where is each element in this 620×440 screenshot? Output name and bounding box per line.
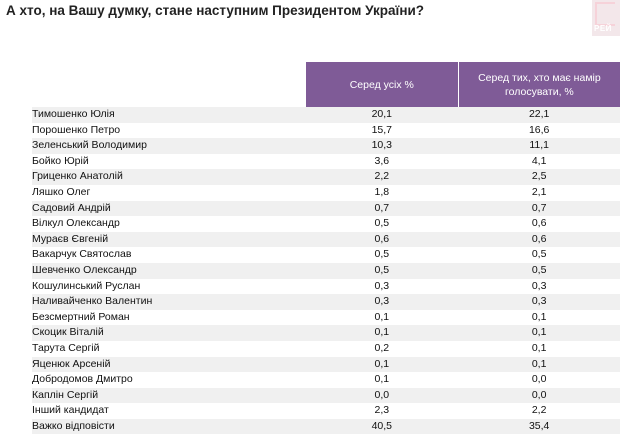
value-all-respondents: 0,5	[305, 247, 459, 263]
table-row: Ляшко Олег 1,8 2,1	[32, 184, 620, 201]
value-all-respondents: 20,1	[305, 107, 459, 123]
value-all-respondents: 0,7	[305, 200, 459, 217]
value-intending-voters: 0,3	[458, 278, 620, 295]
candidate-name: Добродомов Дмитро	[32, 372, 306, 388]
page-title: А хто, на Вашу думку, стане наступним Пр…	[6, 3, 425, 18]
value-intending-voters: 0,1	[458, 309, 620, 326]
value-intending-voters: 0,0	[458, 372, 620, 388]
table-row: Безсмертний Роман 0,1 0,1	[32, 309, 620, 326]
logo-mark-icon	[595, 2, 615, 26]
candidate-name: Наливайченко Валентин	[32, 294, 306, 310]
table-row: Яценюк Арсеній 0,1 0,1	[32, 356, 620, 373]
header-all-respondents: Серед усіх %	[304, 62, 459, 107]
candidate-name: Каплін Сергій	[32, 387, 306, 404]
value-all-respondents: 0,0	[305, 387, 459, 404]
value-all-respondents: 0,3	[305, 294, 459, 310]
brand-logo: РЕЙ	[592, 0, 620, 36]
table-row: Зеленський Володимир 10,3 11,1	[32, 138, 620, 154]
value-intending-voters: 0,5	[458, 262, 620, 279]
table-row: Тарута Сергій 0,2 0,1	[32, 340, 620, 357]
value-all-respondents: 0,2	[305, 340, 459, 357]
candidate-name: Скоцик Віталій	[32, 325, 306, 341]
value-intending-voters: 0,6	[458, 216, 620, 232]
candidate-name: Вакарчук Святослав	[32, 247, 306, 263]
table-row: Інший кандидат 2,3 2,2	[32, 403, 620, 419]
candidate-name: Ляшко Олег	[32, 184, 306, 201]
candidate-name: Зеленський Володимир	[32, 138, 306, 154]
value-intending-voters: 4,1	[458, 153, 620, 170]
value-intending-voters: 0,6	[458, 231, 620, 248]
value-all-respondents: 0,1	[305, 356, 459, 373]
table-row: Важко відповісти 40,5 35,4	[32, 418, 620, 435]
candidate-name: Важко відповісти	[32, 418, 306, 435]
candidate-name: Порошенко Петро	[32, 122, 306, 139]
table-row: Гриценко Анатолій 2,2 2,5	[32, 169, 620, 185]
candidate-name: Кошулинський Руслан	[32, 278, 306, 295]
value-intending-voters: 0,3	[458, 294, 620, 310]
value-all-respondents: 10,3	[305, 138, 459, 154]
candidate-name: Безсмертний Роман	[32, 309, 306, 326]
header-intending-voters: Серед тих, хто має намір голосувати, %	[457, 62, 620, 107]
value-intending-voters: 0,0	[458, 387, 620, 404]
table-row: Кошулинський Руслан 0,3 0,3	[32, 278, 620, 295]
value-all-respondents: 0,1	[305, 372, 459, 388]
value-intending-voters: 0,5	[458, 247, 620, 263]
value-intending-voters: 2,5	[458, 169, 620, 185]
value-all-respondents: 1,8	[305, 184, 459, 201]
candidate-name: Тарута Сергій	[32, 340, 306, 357]
value-all-respondents: 40,5	[305, 418, 459, 435]
table-row: Мураєв Євгеній 0,6 0,6	[32, 231, 620, 248]
table-row: Садовий Андрій 0,7 0,7	[32, 200, 620, 217]
table-header-row: Серед усіх % Серед тих, хто має намір го…	[32, 62, 620, 107]
value-intending-voters: 0,1	[458, 340, 620, 357]
candidate-name: Тимошенко Юлія	[32, 107, 306, 123]
value-intending-voters: 35,4	[458, 418, 620, 435]
value-intending-voters: 11,1	[458, 138, 620, 154]
value-intending-voters: 0,7	[458, 200, 620, 217]
value-all-respondents: 0,1	[305, 325, 459, 341]
table-row: Вілкул Олександр 0,5 0,6	[32, 216, 620, 232]
value-intending-voters: 22,1	[458, 107, 620, 123]
table-row: Каплін Сергій 0,0 0,0	[32, 387, 620, 404]
poll-results-table: Серед усіх % Серед тих, хто має намір го…	[32, 62, 620, 435]
table-row: Порошенко Петро 15,7 16,6	[32, 122, 620, 139]
candidate-name: Інший кандидат	[32, 403, 306, 419]
candidate-name: Садовий Андрій	[32, 200, 306, 217]
table-row: Шевченко Олександр 0,5 0,5	[32, 262, 620, 279]
value-intending-voters: 2,1	[458, 184, 620, 201]
value-all-respondents: 2,2	[305, 169, 459, 185]
value-all-respondents: 0,6	[305, 231, 459, 248]
value-all-respondents: 0,5	[305, 262, 459, 279]
table-body: Тимошенко Юлія 20,1 22,1 Порошенко Петро 15,…	[32, 107, 620, 435]
candidate-name: Шевченко Олександр	[32, 262, 306, 279]
candidate-name: Гриценко Анатолій	[32, 169, 306, 185]
value-all-respondents: 3,6	[305, 153, 459, 170]
logo-text: РЕЙ	[594, 24, 612, 33]
table-row: Добродомов Дмитро 0,1 0,0	[32, 372, 620, 388]
value-intending-voters: 0,1	[458, 325, 620, 341]
table-row: Вакарчук Святослав 0,5 0,5	[32, 247, 620, 263]
value-all-respondents: 2,3	[305, 403, 459, 419]
value-all-respondents: 0,3	[305, 278, 459, 295]
value-intending-voters: 2,2	[458, 403, 620, 419]
table-row: Тимошенко Юлія 20,1 22,1	[32, 107, 620, 123]
table-row: Бойко Юрій 3,6 4,1	[32, 153, 620, 170]
candidate-name: Яценюк Арсеній	[32, 356, 306, 373]
value-all-respondents: 0,5	[305, 216, 459, 232]
value-intending-voters: 16,6	[458, 122, 620, 139]
candidate-name: Бойко Юрій	[32, 153, 306, 170]
header-spacer	[32, 62, 306, 107]
value-intending-voters: 0,1	[458, 356, 620, 373]
table-row: Наливайченко Валентин 0,3 0,3	[32, 294, 620, 310]
candidate-name: Мураєв Євгеній	[32, 231, 306, 248]
value-all-respondents: 0,1	[305, 309, 459, 326]
table-row: Скоцик Віталій 0,1 0,1	[32, 325, 620, 341]
candidate-name: Вілкул Олександр	[32, 216, 306, 232]
value-all-respondents: 15,7	[305, 122, 459, 139]
